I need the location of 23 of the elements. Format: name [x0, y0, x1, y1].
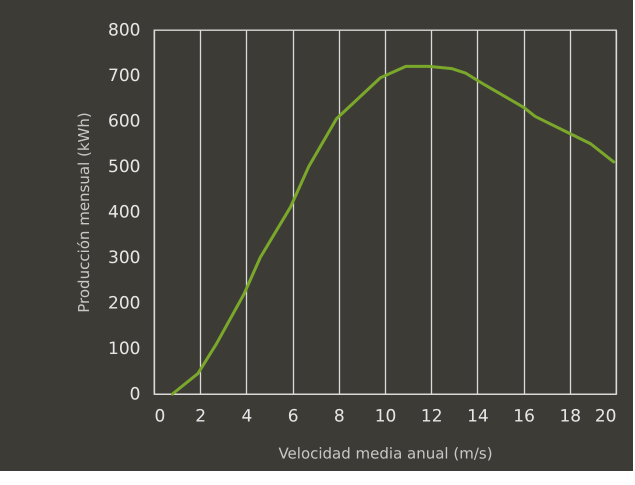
x-tick-label: 6	[288, 406, 299, 426]
y-tick-label: 700	[108, 66, 140, 86]
y-tick-label: 100	[108, 339, 140, 359]
x-tick-label: 0	[154, 406, 166, 426]
x-tick-label: 4	[241, 406, 252, 426]
y-tick-label: 800	[108, 20, 140, 40]
x-tick-label: 16	[513, 406, 535, 426]
x-tick-label: 8	[334, 406, 345, 426]
x-tick-label: 12	[420, 406, 443, 426]
y-tick-label: 0	[130, 384, 140, 404]
x-axis-title: Velocidad media anual (m/s)	[278, 444, 493, 462]
y-tick-label: 500	[108, 157, 140, 177]
x-tick-label: 2	[195, 406, 206, 426]
x-tick-label: 20	[594, 406, 616, 426]
x-tick-label: 14	[467, 406, 489, 426]
y-tick-label: 200	[108, 294, 140, 314]
y-tick-label: 300	[108, 248, 140, 268]
y-axis-title: Producción mensual (kWh)	[75, 112, 94, 313]
x-tick-label: 18	[559, 406, 582, 426]
line-series	[170, 64, 616, 396]
y-tick-label: 600	[108, 112, 140, 132]
x-tick-label: 10	[374, 406, 396, 426]
y-tick-label: 400	[108, 202, 140, 222]
